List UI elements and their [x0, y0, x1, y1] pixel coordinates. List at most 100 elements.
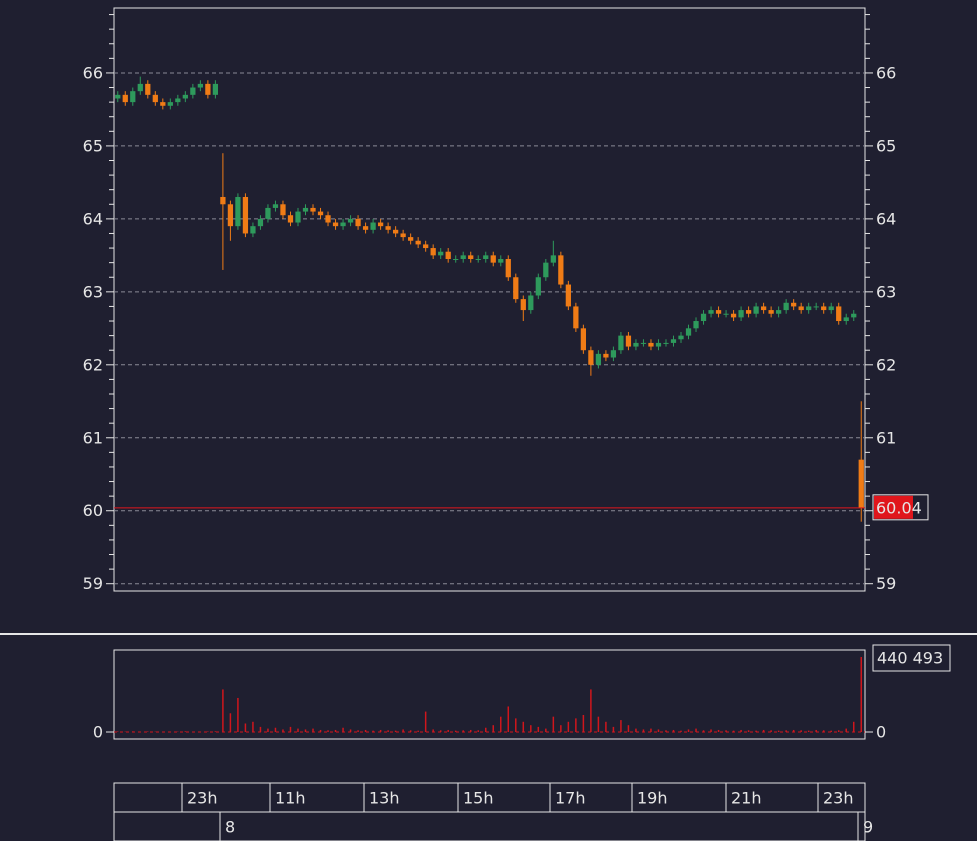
y-tick-label: 63: [83, 282, 103, 301]
candle-body: [408, 237, 414, 241]
candle-body: [445, 251, 451, 260]
candle-body: [498, 259, 504, 263]
candle-body: [130, 91, 136, 103]
y-tick-label: 66: [876, 63, 896, 82]
candle-body: [145, 83, 151, 95]
candle-body: [332, 222, 339, 227]
hour-label: 13h: [369, 789, 400, 808]
y-tick-label: 65: [876, 136, 896, 155]
y-tick-label: 64: [876, 209, 896, 228]
volume-max-label: 440 493: [877, 649, 943, 668]
candle-body: [490, 255, 496, 263]
candle-body: [182, 94, 188, 99]
candle-body: [160, 102, 166, 106]
candle-body: [776, 310, 782, 314]
day-label: 8: [225, 818, 235, 837]
y-tick-label: 62: [83, 355, 103, 374]
candle-body: [610, 350, 617, 358]
candle-body: [453, 259, 459, 261]
candle-body: [235, 196, 241, 227]
candle-body: [483, 255, 489, 260]
candle-body: [280, 204, 286, 216]
candle-body: [798, 306, 804, 311]
candle-body: [385, 226, 391, 230]
candle-body: [670, 339, 677, 343]
y-tick-label: 0: [93, 723, 103, 742]
candle-body: [806, 306, 812, 311]
candle-body: [505, 259, 511, 278]
candle-body: [708, 310, 714, 314]
candle-body: [678, 335, 684, 340]
candle-body: [753, 306, 759, 314]
candle-body: [370, 222, 376, 230]
candle-body: [115, 94, 121, 99]
candle-body: [738, 310, 744, 318]
candle-body: [603, 353, 609, 358]
candle-body: [377, 222, 384, 227]
candle-body: [250, 226, 256, 234]
candle-body: [122, 94, 128, 103]
candle-body: [212, 83, 219, 95]
candle-body: [167, 102, 173, 106]
candle-body: [565, 284, 571, 307]
candle-body: [745, 310, 752, 314]
candle-body: [317, 211, 324, 216]
candle-body: [325, 215, 331, 223]
candle-body: [588, 350, 594, 365]
price-frame: [113, 7, 866, 592]
hour-label: 23h: [187, 789, 218, 808]
candle-body: [340, 222, 346, 227]
y-tick-label: 60: [83, 501, 103, 520]
hour-label: 23h: [823, 789, 854, 808]
candle-body: [851, 313, 857, 318]
candle-body: [655, 342, 662, 347]
candle-body: [392, 229, 399, 234]
candle-body: [663, 342, 669, 344]
y-tick-label: 61: [876, 428, 896, 447]
candle-body: [475, 259, 481, 261]
candle-body: [295, 211, 301, 223]
candle-body: [272, 204, 279, 208]
candle-body: [843, 317, 849, 322]
candle-body: [791, 302, 797, 307]
candle-body: [730, 313, 737, 318]
candle-body: [700, 313, 707, 322]
candle-body: [858, 459, 864, 508]
candle-body: [633, 342, 639, 347]
candle-body: [430, 248, 436, 256]
candle-body: [535, 277, 541, 296]
hour-label: 15h: [463, 789, 494, 808]
candle-body: [783, 302, 789, 311]
day-label: 9: [863, 818, 873, 837]
candle-body: [137, 83, 143, 92]
candle-body: [558, 255, 564, 285]
candle-body: [152, 94, 158, 103]
candle-body: [287, 215, 294, 223]
hour-label: 11h: [275, 789, 306, 808]
candle-body: [618, 335, 624, 351]
hour-label: 19h: [637, 789, 668, 808]
y-tick-label: 62: [876, 355, 896, 374]
candle-body: [723, 313, 729, 315]
candle-body: [685, 328, 692, 336]
y-tick-label: 59: [83, 574, 103, 593]
candle-body: [175, 98, 181, 103]
candle-body: [190, 87, 196, 95]
candle-body: [257, 218, 264, 227]
candle-body: [302, 207, 309, 212]
candle-body: [813, 306, 819, 308]
candle-body: [648, 342, 654, 347]
candle-body: [520, 299, 526, 311]
candle-body: [768, 310, 774, 314]
candle-body: [580, 328, 587, 351]
candle-body: [828, 306, 834, 311]
candle-body: [197, 83, 203, 88]
y-tick-label: 64: [83, 209, 103, 228]
candle-body: [438, 251, 444, 256]
candle-body: [310, 207, 316, 212]
y-tick-label: 59: [876, 574, 896, 593]
candle-body: [693, 321, 699, 329]
candle-body: [595, 353, 602, 365]
